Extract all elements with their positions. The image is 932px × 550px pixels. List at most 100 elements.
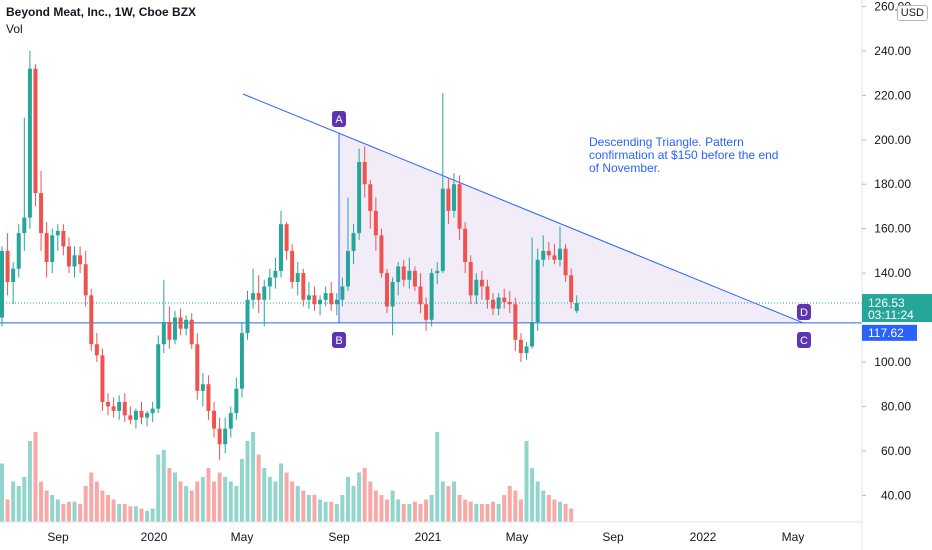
volume-bar [89, 472, 94, 522]
volume-bar [552, 499, 557, 522]
candle-body [518, 339, 523, 354]
candle-body [479, 279, 484, 287]
candle-body [228, 413, 233, 429]
marker-d-bg [797, 304, 811, 320]
candle-body [156, 344, 161, 409]
volume-bar [234, 486, 239, 522]
volume-bar [474, 504, 479, 522]
candle-body [267, 277, 272, 287]
candle-body [496, 297, 501, 309]
volume-bar [368, 481, 373, 522]
volume-bar [27, 441, 32, 522]
candle-body [178, 317, 183, 329]
volume-bar [94, 481, 99, 522]
volume-bar [156, 454, 161, 522]
candle-body [357, 162, 362, 234]
volume-bar [217, 472, 222, 522]
candle-body [189, 319, 194, 345]
marker-c: C [800, 335, 808, 347]
candle-body [530, 322, 535, 347]
volume-bar [139, 508, 144, 522]
volume-bar [479, 504, 484, 522]
volume-bar [412, 501, 417, 522]
candle-body [312, 295, 317, 305]
volume-bar [206, 468, 211, 522]
volume-bar [312, 495, 317, 522]
candle-body [301, 273, 306, 300]
candle-body [72, 255, 77, 267]
volume-bar [11, 481, 16, 522]
volume-bar [485, 504, 490, 522]
candle-body [295, 273, 300, 282]
x-tick-label: May [231, 530, 254, 544]
volume-bars [0, 432, 574, 522]
annotation-text[interactable]: Descending Triangle. Pattern confirmatio… [589, 135, 779, 175]
volume-bar [290, 481, 295, 522]
candle-body [39, 193, 44, 234]
candle-body [451, 184, 456, 211]
candle-body [502, 297, 507, 302]
volume-bar [541, 490, 546, 522]
candle-body [412, 270, 417, 287]
candle-body [524, 346, 529, 354]
x-tick-label: 2020 [141, 530, 168, 544]
candle-body [290, 250, 295, 282]
volume-bar [22, 477, 27, 522]
volume-bar [385, 499, 390, 522]
candle-body [407, 270, 412, 280]
volume-bar [195, 481, 200, 522]
volume-bar [429, 495, 434, 522]
candle-body [106, 402, 111, 407]
countdown-label: 03:11:24 [868, 308, 914, 322]
candle-body [94, 344, 99, 356]
candle-body [133, 410, 138, 420]
currency-button[interactable]: USD [896, 5, 928, 21]
volume-bar [61, 504, 66, 522]
candle-body [44, 233, 49, 262]
candle-body [424, 304, 429, 320]
support-price-label: 117.62 [868, 326, 904, 340]
candle-body [385, 273, 390, 307]
volume-bar [133, 506, 138, 522]
candle-body [306, 295, 311, 300]
candle-body [546, 250, 551, 256]
candle-body [513, 304, 518, 340]
volume-bar [0, 463, 4, 522]
volume-bar [66, 501, 71, 522]
triangle-pattern[interactable]: A B C D [0, 93, 862, 348]
candle-body [457, 184, 462, 229]
volume-bar [251, 432, 256, 522]
volume-bar [150, 508, 155, 522]
y-tick-label: 220.00 [874, 88, 911, 102]
candle-body [284, 224, 289, 251]
volume-bar [279, 463, 283, 522]
y-tick-label: 240.00 [874, 44, 911, 58]
candle-body [340, 286, 345, 300]
volume-bar [189, 490, 194, 522]
candle-body [50, 235, 55, 262]
volume-bar [424, 499, 429, 522]
candle-body [100, 355, 105, 402]
volume-bar [401, 504, 406, 522]
candle-body [435, 270, 440, 274]
volume-bar [50, 495, 55, 522]
volume-bar [301, 490, 306, 522]
volume-bar [5, 499, 10, 522]
volume-bar [451, 481, 456, 522]
volume-bar [440, 481, 445, 522]
candle-body [167, 322, 172, 340]
volume-bar [262, 468, 267, 522]
candle-body [351, 233, 356, 251]
volume-bar [184, 486, 189, 522]
candle-body [128, 415, 133, 420]
candle-body [223, 428, 228, 445]
candle-body [463, 228, 468, 262]
volume-bar [212, 481, 217, 522]
candle-body [172, 317, 177, 340]
candle-body [78, 255, 83, 265]
candle-body [161, 322, 166, 345]
volume-bar [172, 472, 177, 522]
volume-bar [396, 499, 401, 522]
